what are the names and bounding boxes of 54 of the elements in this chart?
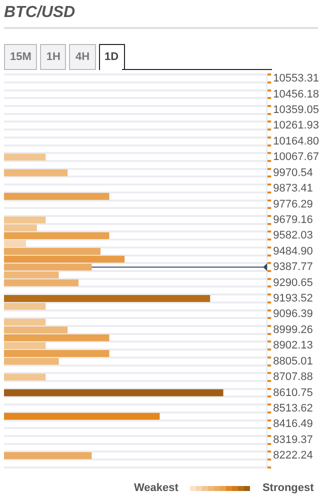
bar: [4, 389, 224, 396]
y-tick-label: 10067.67: [273, 151, 320, 164]
y-tick-label: 9582.03: [273, 230, 313, 242]
y-tick-label: 8610.75: [273, 386, 313, 399]
bar: [4, 412, 160, 420]
bar: [4, 271, 59, 278]
bar: [4, 350, 110, 357]
bar: [4, 334, 110, 342]
bar: [4, 264, 92, 271]
bar: [4, 248, 100, 255]
bar: [4, 154, 46, 161]
text: 1H: [40, 44, 66, 70]
y-tick-label: 8707.88: [273, 371, 313, 384]
bar: [4, 358, 59, 365]
bar: [4, 192, 110, 200]
y-tick-label: 8902.13: [273, 340, 313, 352]
y-tick-label: 9387.77: [273, 261, 313, 274]
y-tick-label: 8416.49: [273, 418, 313, 430]
bar: [4, 169, 68, 176]
y-tick-label: 10553.31: [273, 72, 320, 85]
text: 15M: [4, 44, 38, 70]
y-tick-label: 10261.93: [273, 120, 320, 132]
bar: [4, 302, 46, 310]
y-tick-label: 10456.18: [273, 88, 320, 100]
y-tick-label: 9290.65: [273, 276, 313, 289]
y-tick-label: 9776.29: [273, 198, 313, 210]
y-tick-label: 8513.62: [273, 402, 313, 415]
chart-title: BTC/USD: [4, 4, 76, 22]
bar: [4, 256, 125, 263]
text: Weakest: [134, 482, 178, 494]
y-tick-label: 8319.37: [273, 434, 313, 446]
bar: [4, 232, 110, 240]
bar: [4, 240, 26, 247]
bar: [4, 374, 46, 381]
y-tick-label: 9679.16: [273, 214, 313, 226]
bar: [4, 342, 46, 350]
text: 1D: [98, 44, 125, 70]
y-tick-label: 9484.90: [273, 245, 313, 258]
y-tick-label: 10359.05: [273, 104, 320, 116]
y-tick-label: 10164.80: [273, 135, 320, 148]
bar: [4, 326, 68, 334]
y-tick-label: 8222.24: [273, 450, 313, 462]
text: Strongest: [262, 482, 314, 494]
text: 4H: [69, 44, 96, 70]
y-tick-label: 8999.26: [273, 324, 313, 336]
bar: [4, 452, 92, 460]
y-tick-label: 8805.01: [273, 355, 313, 368]
y-tick-label: 9096.39: [273, 308, 313, 320]
y-tick-label: 9193.52: [273, 292, 313, 305]
y-tick-label: 9873.41: [273, 182, 313, 195]
y-tick-label: 9970.54: [273, 166, 313, 179]
bar: [4, 279, 79, 286]
bar: [4, 318, 46, 326]
bar: [4, 295, 210, 302]
